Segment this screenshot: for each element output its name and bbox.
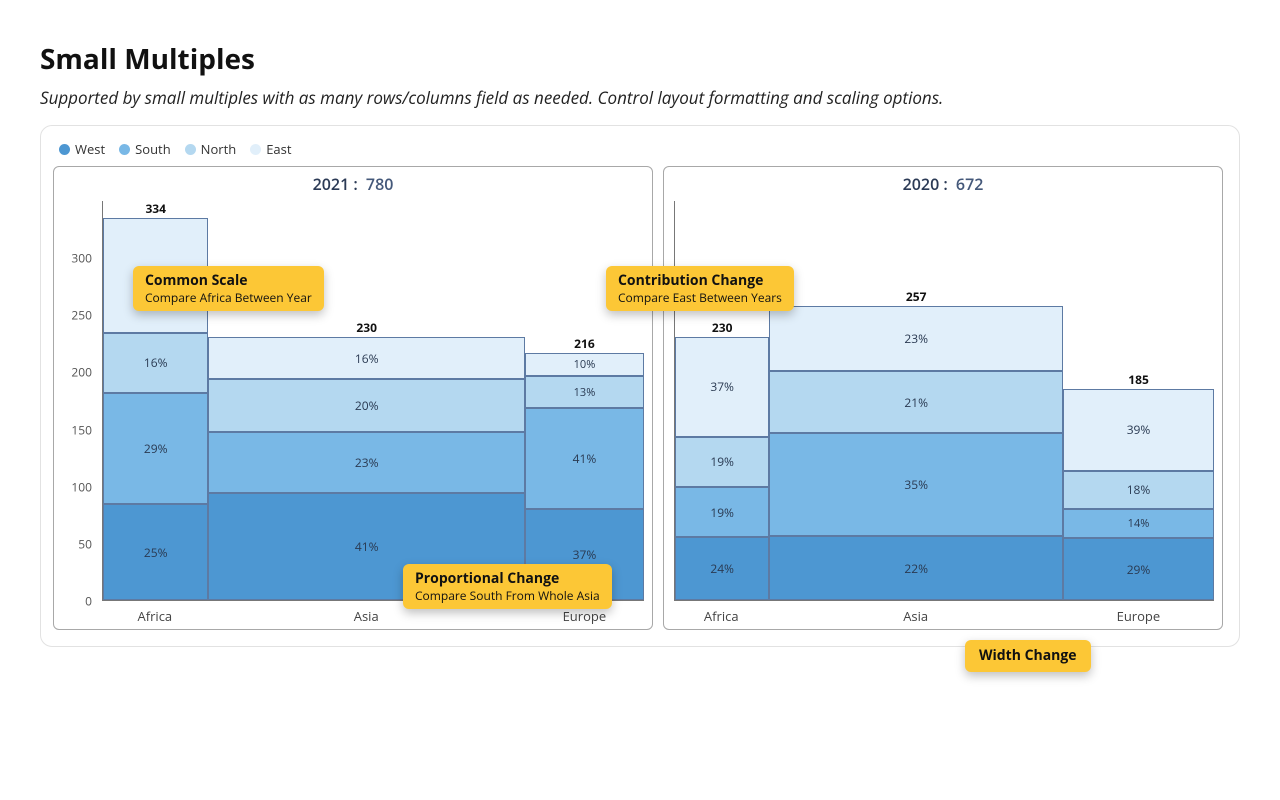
legend-dot-icon	[250, 144, 261, 155]
x-tick-label: Europe	[525, 607, 644, 625]
x-tick-label: Asia	[208, 607, 525, 625]
legend-item: North	[185, 140, 237, 158]
x-axis: AfricaAsiaEurope	[102, 607, 644, 625]
y-tick-label: 250	[71, 307, 92, 324]
legend-label: North	[201, 140, 237, 158]
x-tick-label: Africa	[102, 607, 208, 625]
bar-column: 23016%20%23%41%	[208, 337, 524, 600]
panel-title-value: 780	[366, 173, 393, 195]
legend-item: East	[250, 140, 291, 158]
legend-item: South	[119, 140, 171, 158]
callout-sub: Compare Africa Between Year	[145, 291, 312, 305]
page-subtitle: Supported by small multiples with as man…	[40, 86, 1240, 109]
callout-width-change: Width Change	[965, 640, 1091, 672]
callout-common-scale: Common Scale Compare Africa Between Year	[133, 266, 324, 311]
bar-segment-south: 19%	[675, 487, 769, 537]
y-axis: 050100150200250300	[50, 201, 98, 601]
bar-column: 18539%18%14%29%	[1063, 389, 1214, 600]
chart-panel: 2021 : 780 0 50 100 150 200 250 300 334 16%29%25%…	[53, 166, 653, 630]
panel-title-value: 672	[956, 173, 983, 195]
bar-total-label: 185	[1063, 371, 1214, 388]
legend-label: South	[135, 140, 171, 158]
y-tick-label: 300	[71, 250, 92, 267]
panel-title-prefix: 2021 :	[313, 173, 358, 195]
bar-segment-south: 35%	[769, 433, 1063, 536]
legend-label: West	[75, 140, 105, 158]
bar-column: 21610%13%41%37%	[525, 353, 644, 600]
bar-segment-west: 29%	[1063, 538, 1214, 600]
legend-label: East	[266, 140, 291, 158]
bar-total-label: 334	[103, 200, 208, 217]
callout-contribution-change: Contribution Change Compare East Between…	[606, 266, 794, 311]
bar-segment-east: 16%	[208, 337, 524, 379]
callout-title: Common Scale	[145, 271, 248, 290]
bar-segment-east: 23%	[769, 306, 1063, 371]
y-tick-label: 0	[85, 593, 92, 610]
bar-segment-east: 39%	[1063, 389, 1214, 471]
panel-title-prefix: 2020 :	[903, 173, 948, 195]
bars-area: 23037%19%19%24%25723%21%35%22%18539%18%1…	[674, 201, 1214, 601]
x-tick-label: Europe	[1063, 607, 1214, 625]
bar-total-label: 230	[675, 319, 769, 336]
bar-column: 23037%19%19%24%	[675, 337, 769, 600]
bar-segment-north: 20%	[208, 379, 524, 432]
bar-segment-west: 22%	[769, 536, 1063, 600]
panels-row: 2021 : 78005010015020025030033416%29%25%…	[53, 166, 1227, 630]
callout-title: Contribution Change	[618, 271, 763, 290]
x-tick-label: Africa	[674, 607, 769, 625]
x-tick-label: Asia	[769, 607, 1063, 625]
chart-panel: 2020 : 67223037%19%19%24%25723%21%35%22%…	[663, 166, 1223, 630]
y-tick-label: 200	[71, 364, 92, 381]
bar-segment-north: 21%	[769, 371, 1063, 433]
y-tick-label: 50	[78, 535, 92, 552]
legend-dot-icon	[185, 144, 196, 155]
y-tick-label: 150	[71, 421, 92, 438]
bar-segment-west: 24%	[675, 537, 769, 600]
callout-sub: Compare East Between Years	[618, 291, 782, 305]
panel-title: 2020 : 672	[664, 173, 1222, 195]
x-axis: AfricaAsiaEurope	[674, 607, 1214, 625]
bar-total-label: 216	[525, 335, 644, 352]
page-title: Small Multiples	[40, 40, 1240, 78]
plot-area: 05010015020025030033416%29%25%23016%20%2…	[54, 201, 652, 601]
bar-segment-south: 14%	[1063, 509, 1214, 539]
chart-card: WestSouthNorthEast 2021 : 78005010015020…	[40, 125, 1240, 647]
bar-segment-north: 19%	[675, 437, 769, 487]
legend-item: West	[59, 140, 105, 158]
y-tick-label: 100	[71, 478, 92, 495]
bar-segment-south: 41%	[525, 408, 644, 509]
callout-title: Proportional Change	[415, 569, 559, 588]
bar-total-label: 257	[769, 288, 1063, 305]
bar-total-label: 230	[208, 319, 524, 336]
panel-title: 2021 : 780	[54, 173, 652, 195]
legend-dot-icon	[59, 144, 70, 155]
bar-segment-south: 23%	[208, 432, 524, 493]
legend-dot-icon	[119, 144, 130, 155]
bar-segment-east: 37%	[675, 337, 769, 436]
bar-segment-north: 16%	[103, 333, 208, 394]
legend: West South North East	[53, 140, 1227, 158]
callout-sub: Compare South From Whole Asia	[415, 589, 600, 603]
bar-segment-east: 10%	[525, 353, 644, 376]
bars-area: 33416%29%25%23016%20%23%41%21610%13%41%3…	[102, 201, 644, 601]
callout-title: Width Change	[979, 646, 1077, 665]
bar-segment-south: 29%	[103, 393, 208, 504]
plot-area: 23037%19%19%24%25723%21%35%22%18539%18%1…	[664, 201, 1222, 601]
bar-segment-north: 18%	[1063, 471, 1214, 509]
bar-segment-west: 25%	[103, 504, 208, 600]
callout-proportional-change: Proportional Change Compare South From W…	[403, 564, 612, 609]
bar-column: 25723%21%35%22%	[769, 306, 1063, 600]
bar-segment-north: 13%	[525, 376, 644, 408]
